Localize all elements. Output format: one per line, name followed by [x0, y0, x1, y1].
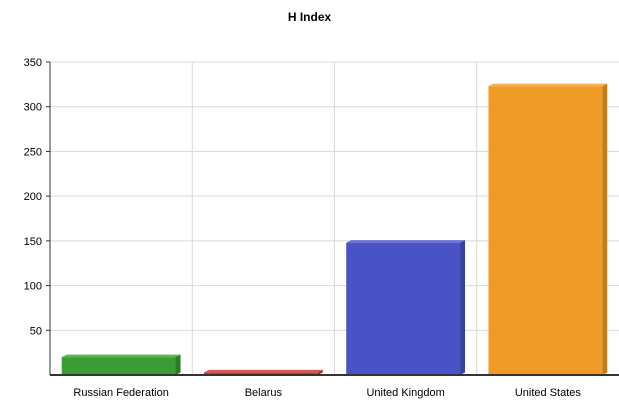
y-tick-label: 350	[24, 57, 42, 69]
bar-top	[346, 240, 466, 243]
axis-layer	[46, 61, 619, 376]
bar-top	[61, 354, 181, 358]
bar-side	[317, 369, 323, 375]
x-category-label: Russian Federation	[73, 387, 168, 399]
bar-russian-federation[interactable]	[61, 354, 181, 375]
bar-side	[460, 240, 466, 375]
y-tick-label: 150	[24, 236, 42, 248]
bar-front	[203, 372, 318, 375]
bar-belarus[interactable]	[203, 369, 323, 375]
labels-layer: 50 100 150 200 250 300 350 Russian Federation Be…	[24, 57, 582, 399]
bar-front	[346, 242, 461, 375]
x-category-label: Belarus	[245, 387, 283, 399]
bar-united-states[interactable]	[488, 83, 608, 375]
bar-front	[61, 357, 176, 375]
bar-front	[488, 86, 603, 375]
y-tick-label: 50	[30, 325, 42, 337]
y-tick-label: 250	[24, 146, 42, 158]
bar-united-kingdom[interactable]	[346, 240, 466, 375]
bars-layer	[61, 83, 608, 375]
bar-side	[602, 83, 608, 375]
bar-top	[203, 369, 323, 373]
bar-top	[488, 83, 608, 87]
y-tick-label: 300	[24, 102, 42, 114]
y-tick-label: 200	[24, 191, 42, 203]
bar-side	[175, 354, 181, 375]
y-tick-label: 100	[24, 281, 42, 293]
x-category-label: United Kingdom	[366, 387, 444, 399]
chart-title: H Index	[287, 10, 332, 24]
x-category-label: United States	[515, 387, 582, 399]
